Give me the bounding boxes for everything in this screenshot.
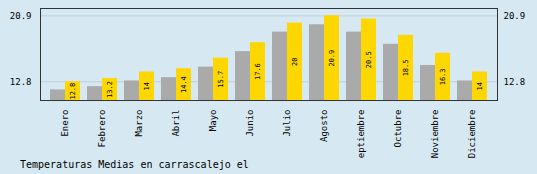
html-text:Temperaturas Medias en carrasc: Temperaturas Medias en carrascalejo el bbox=[20, 159, 249, 170]
svg-text:Junio: Junio bbox=[245, 110, 255, 137]
svg-text:20.9: 20.9 bbox=[504, 11, 526, 21]
svg-text:17.6: 17.6 bbox=[254, 63, 262, 80]
svg-text:12.8: 12.8 bbox=[10, 77, 32, 87]
svg-text:Mayo: Mayo bbox=[208, 110, 218, 132]
svg-text:20.9: 20.9 bbox=[328, 50, 336, 67]
svg-text:14: 14 bbox=[476, 82, 484, 90]
svg-text:13.2: 13.2 bbox=[106, 81, 114, 98]
svg-text:12.8: 12.8 bbox=[69, 83, 77, 100]
svg-text:20.9: 20.9 bbox=[10, 11, 32, 21]
svg-text:Noviembre: Noviembre bbox=[430, 110, 440, 159]
svg-text:14.4: 14.4 bbox=[180, 76, 188, 93]
svg-text:Abril: Abril bbox=[171, 110, 181, 137]
svg-text:Julio: Julio bbox=[282, 110, 292, 137]
svg-text:12.8: 12.8 bbox=[504, 77, 526, 87]
svg-text:Enero: Enero bbox=[60, 110, 70, 137]
svg-text:Septiembre: Septiembre bbox=[356, 110, 366, 159]
svg-text:Febrero: Febrero bbox=[97, 110, 107, 148]
svg-text:20.5: 20.5 bbox=[365, 51, 373, 68]
svg-text:Diciembre: Diciembre bbox=[467, 110, 477, 159]
svg-text:18.5: 18.5 bbox=[402, 60, 410, 77]
svg-text:15.7: 15.7 bbox=[217, 71, 225, 88]
svg-text:14: 14 bbox=[143, 82, 151, 90]
svg-text:Octubre: Octubre bbox=[393, 110, 403, 148]
svg-text:Agosto: Agosto bbox=[319, 110, 329, 143]
svg-text:16.3: 16.3 bbox=[439, 68, 447, 85]
svg-text:Marzo: Marzo bbox=[134, 110, 144, 137]
svg-text:20: 20 bbox=[291, 58, 299, 66]
